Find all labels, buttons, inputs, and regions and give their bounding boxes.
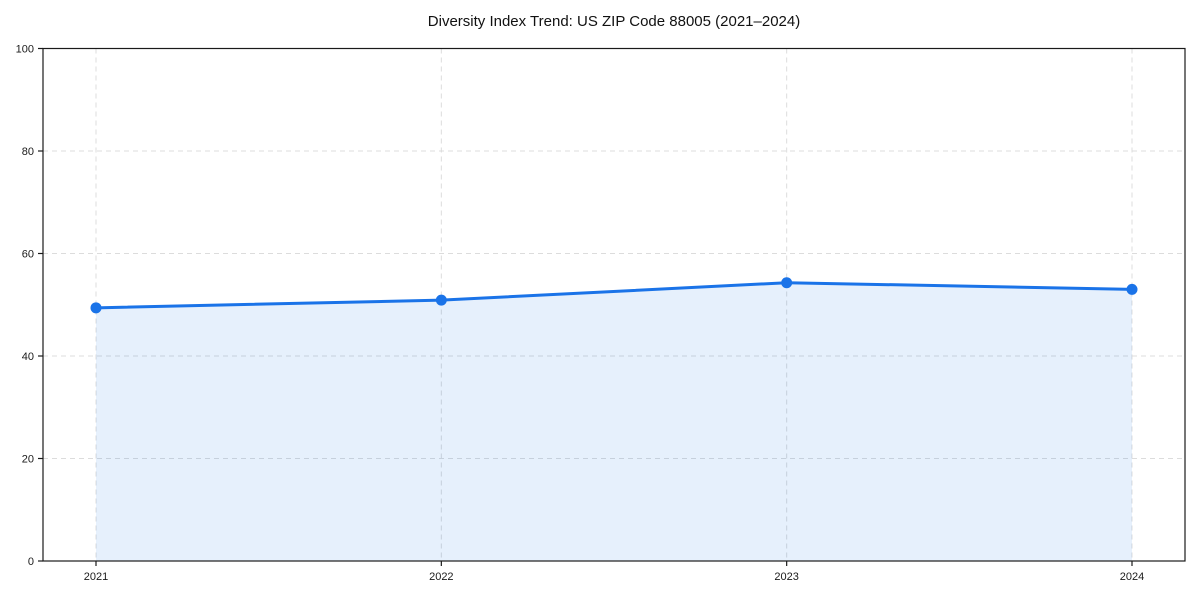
- data-point: [1126, 283, 1138, 295]
- trend-line: [94, 281, 1134, 310]
- axis-frame: [42, 47, 1186, 562]
- x-tick-label: 2023: [774, 571, 798, 583]
- x-tick-label: 2024: [1120, 571, 1144, 583]
- y-tick-label: 0: [28, 556, 34, 568]
- y-tick-label: 60: [22, 249, 34, 261]
- y-tick-label: 40: [22, 351, 34, 363]
- y-tick-label: 80: [22, 146, 34, 158]
- chart-title: Diversity Index Trend: US ZIP Code 88005…: [427, 13, 801, 30]
- data-point: [435, 294, 447, 306]
- y-tick-label: 20: [22, 454, 34, 466]
- data-point: [90, 302, 102, 314]
- x-tick-label: 2021: [84, 571, 108, 583]
- data-point: [781, 277, 793, 289]
- area-fill: [96, 282, 1132, 561]
- y-tick-label: 100: [16, 44, 34, 56]
- x-tick-label: 2022: [429, 571, 453, 583]
